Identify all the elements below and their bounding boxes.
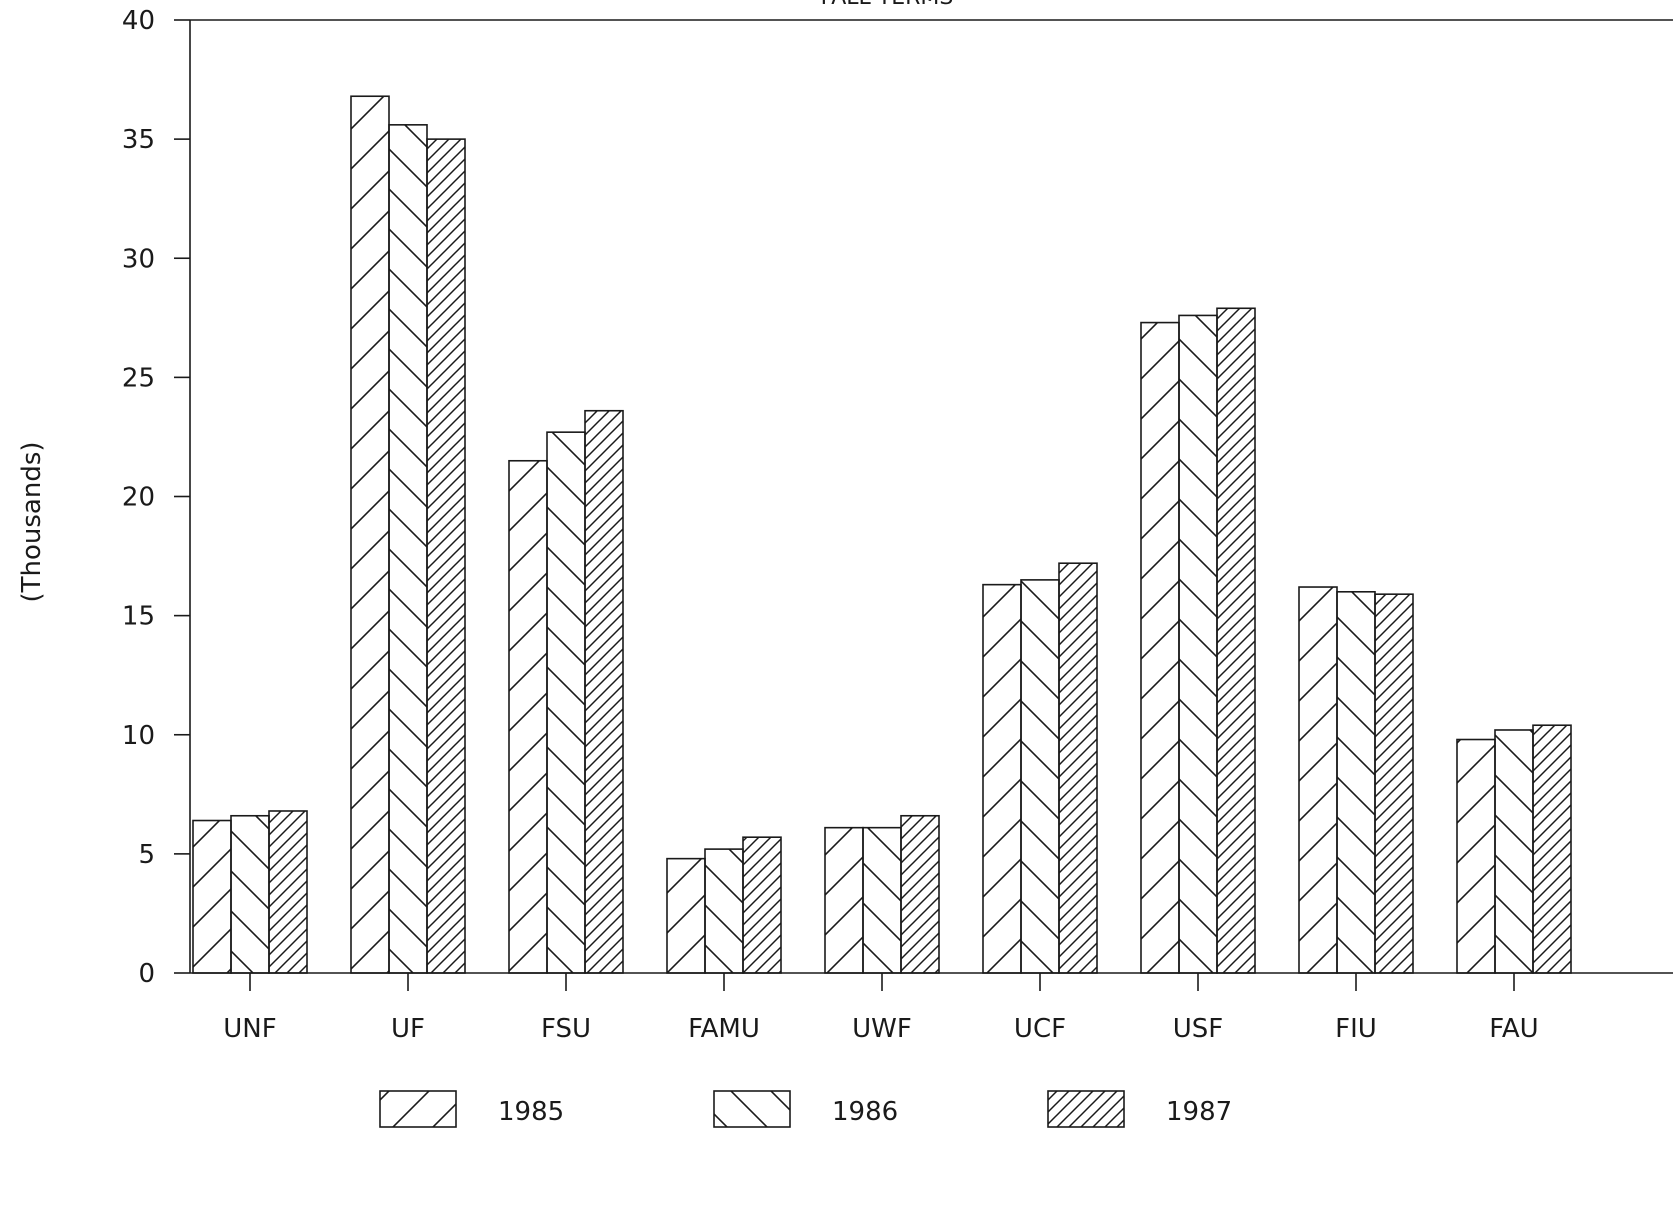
- bar-fsu-1985: [508, 459, 548, 974]
- bar-uf-1987: [426, 138, 466, 974]
- x-tick-label: FAMU: [688, 1014, 760, 1044]
- bar-famu-1986: [704, 848, 744, 974]
- bar-group-usf: [1140, 307, 1256, 974]
- bar-group-fiu: [1298, 586, 1414, 974]
- bar-fau-1987: [1532, 724, 1572, 974]
- legend-item-1985: 1985: [379, 1090, 564, 1128]
- legend-item-1986: 1986: [713, 1090, 898, 1128]
- bar-fau-1985: [1456, 738, 1496, 974]
- legend: 1985 1986 1987: [379, 1090, 1232, 1128]
- bar-famu-1985: [666, 857, 706, 974]
- bar-unf-1986: [230, 814, 270, 974]
- bars: [192, 95, 1572, 974]
- bar-group-ucf: [982, 562, 1098, 974]
- bar-group-uwf: [824, 814, 940, 974]
- bar-uwf-1985: [824, 826, 864, 974]
- legend-label: 1985: [498, 1097, 564, 1127]
- bar-uwf-1986: [862, 826, 902, 974]
- bar-usf-1985: [1140, 321, 1180, 974]
- bar-group-famu: [666, 836, 782, 974]
- legend-label: 1987: [1166, 1097, 1232, 1127]
- bar-group-fau: [1456, 724, 1572, 974]
- bar-uwf-1987: [900, 814, 940, 974]
- y-tick-label: 10: [122, 721, 155, 751]
- x-tick-label: FSU: [541, 1014, 591, 1044]
- bar-fiu-1987: [1374, 593, 1414, 974]
- legend-label: 1986: [832, 1097, 898, 1127]
- bar-fiu-1986: [1336, 590, 1376, 974]
- legend-swatch: [1047, 1090, 1125, 1128]
- legend-item-1987: 1987: [1047, 1090, 1232, 1128]
- chart-title: FALL TERMS: [821, 0, 954, 10]
- x-tick-label: FIU: [1335, 1014, 1377, 1044]
- y-tick-label: 15: [122, 602, 155, 632]
- bar-fsu-1987: [584, 409, 624, 974]
- x-tick-label: UF: [391, 1014, 425, 1044]
- y-axis-label: (Thousands): [17, 441, 47, 602]
- legend-swatch: [713, 1090, 791, 1128]
- x-tick-label: UWF: [852, 1014, 912, 1044]
- bar-uf-1986: [388, 124, 428, 974]
- axes: 0 5 10 15 20 25 30 35 40 UNF UF FSU FAMU UWF UCF USF FIU…: [122, 6, 1673, 1044]
- legend-swatch: [379, 1090, 457, 1128]
- bar-unf-1987: [268, 810, 308, 974]
- bar-usf-1987: [1216, 307, 1256, 974]
- bar-famu-1987: [742, 836, 782, 974]
- y-tick-label: 0: [138, 959, 155, 989]
- x-tick-label: FAU: [1489, 1014, 1538, 1044]
- y-tick-label: 5: [138, 840, 155, 870]
- bar-group-fsu: [508, 409, 624, 974]
- y-tick-label: 35: [122, 125, 155, 155]
- bar-usf-1986: [1178, 314, 1218, 974]
- x-tick-label: UCF: [1014, 1014, 1066, 1044]
- bar-ucf-1987: [1058, 562, 1098, 974]
- bar-fau-1986: [1494, 729, 1534, 974]
- y-tick-label: 40: [122, 6, 155, 36]
- y-tick-label: 25: [122, 363, 155, 393]
- bar-ucf-1985: [982, 583, 1022, 974]
- y-tick-label: 30: [122, 244, 155, 274]
- y-tick-label: 20: [122, 483, 155, 513]
- bar-fiu-1985: [1298, 586, 1338, 974]
- x-tick-label: UNF: [223, 1014, 276, 1044]
- bar-unf-1985: [192, 819, 232, 974]
- bar-ucf-1986: [1020, 579, 1060, 974]
- bar-group-uf: [350, 95, 466, 974]
- bar-group-unf: [192, 810, 308, 974]
- bar-fsu-1986: [546, 431, 586, 974]
- bar-uf-1985: [350, 95, 390, 974]
- x-tick-label: USF: [1173, 1014, 1224, 1044]
